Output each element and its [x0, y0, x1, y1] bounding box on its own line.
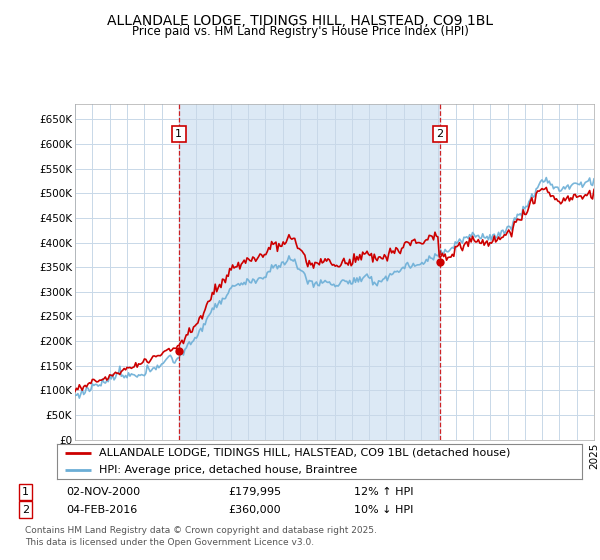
Text: 2: 2 [22, 505, 29, 515]
Text: 12% ↑ HPI: 12% ↑ HPI [354, 487, 413, 497]
Text: 02-NOV-2000: 02-NOV-2000 [66, 487, 140, 497]
Text: 1: 1 [175, 129, 182, 139]
Text: 1: 1 [22, 487, 29, 497]
Text: £360,000: £360,000 [228, 505, 281, 515]
Text: ALLANDALE LODGE, TIDINGS HILL, HALSTEAD, CO9 1BL (detached house): ALLANDALE LODGE, TIDINGS HILL, HALSTEAD,… [99, 448, 511, 458]
Text: HPI: Average price, detached house, Braintree: HPI: Average price, detached house, Brai… [99, 465, 357, 475]
Text: Contains HM Land Registry data © Crown copyright and database right 2025.
This d: Contains HM Land Registry data © Crown c… [25, 526, 377, 547]
Text: £179,995: £179,995 [228, 487, 281, 497]
Text: 04-FEB-2016: 04-FEB-2016 [66, 505, 137, 515]
Text: Price paid vs. HM Land Registry's House Price Index (HPI): Price paid vs. HM Land Registry's House … [131, 25, 469, 38]
Bar [179, 104, 440, 440]
Text: 10% ↓ HPI: 10% ↓ HPI [354, 505, 413, 515]
Text: ALLANDALE LODGE, TIDINGS HILL, HALSTEAD, CO9 1BL: ALLANDALE LODGE, TIDINGS HILL, HALSTEAD,… [107, 14, 493, 28]
Text: 2: 2 [436, 129, 443, 139]
